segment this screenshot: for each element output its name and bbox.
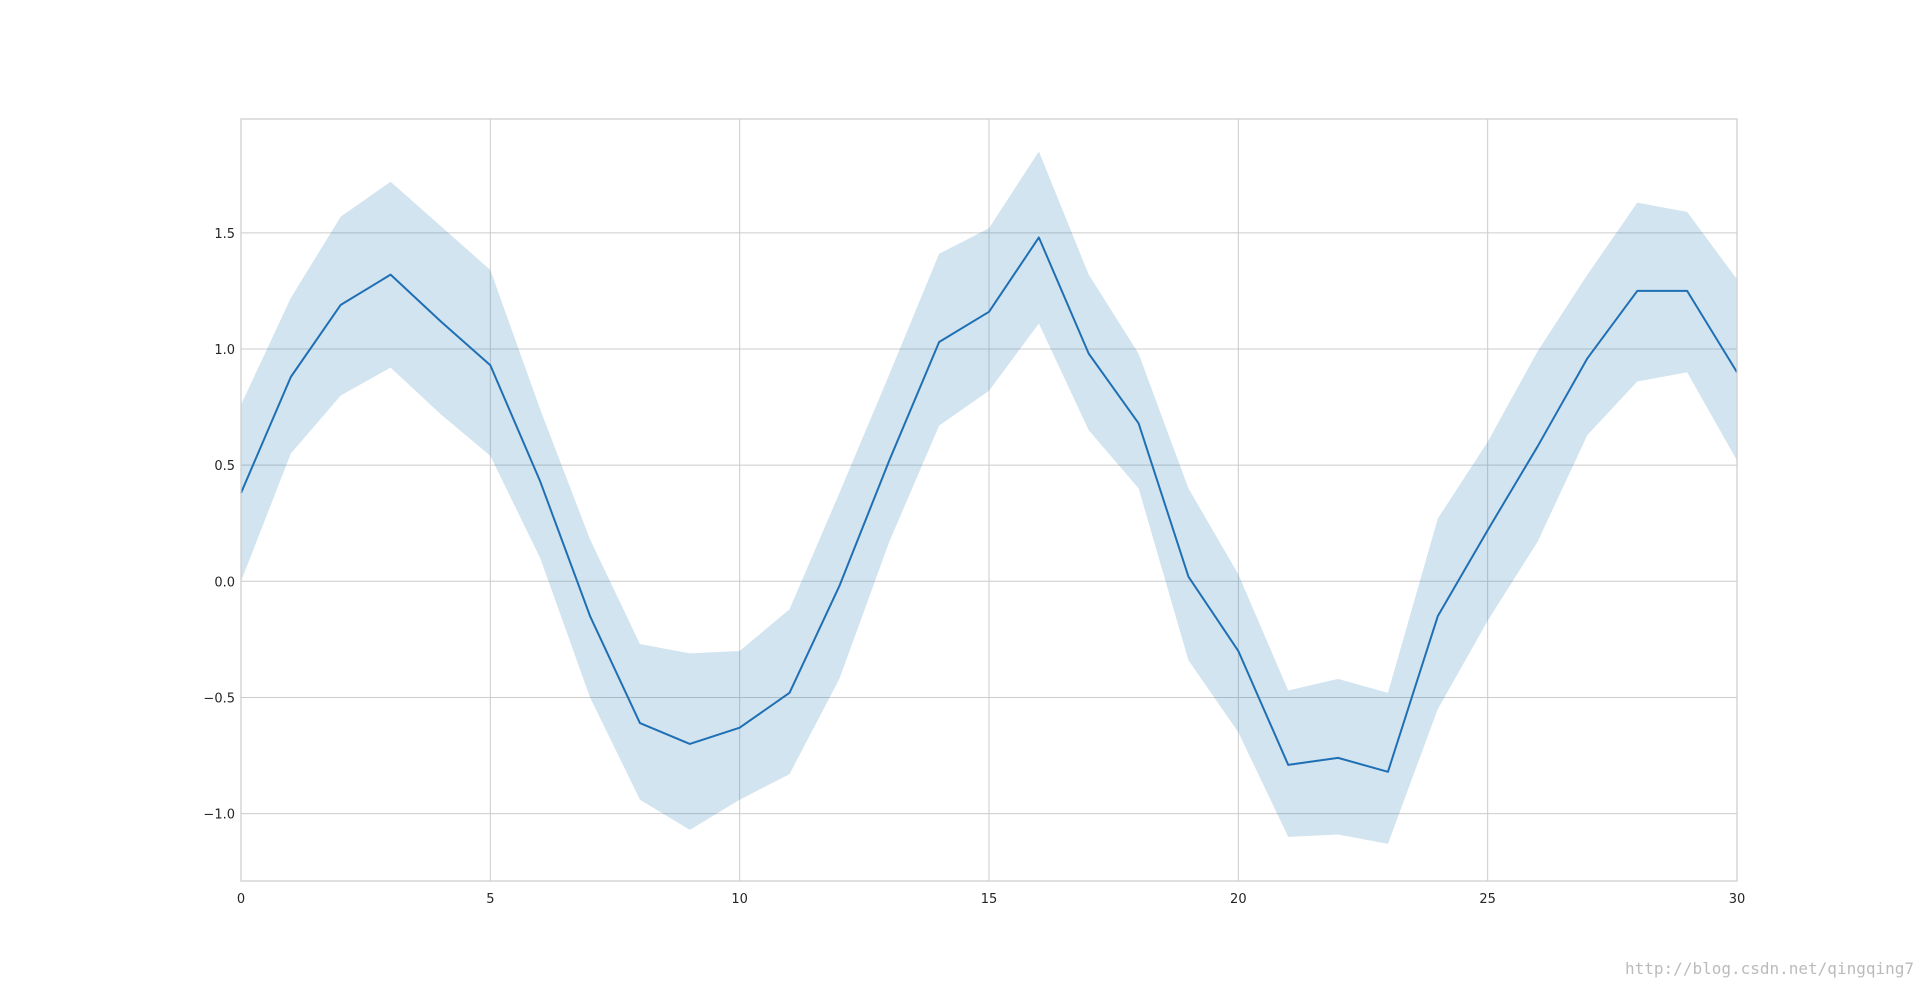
x-tick-label: 15 (981, 892, 998, 907)
x-tick-label: 30 (1729, 892, 1746, 907)
grid (241, 119, 1737, 881)
y-tick-label: −1.0 (203, 808, 235, 823)
x-tick-label: 20 (1230, 892, 1247, 907)
x-tick-label: 0 (237, 892, 245, 907)
x-tick-label: 10 (731, 892, 748, 907)
watermark-text: http://blog.csdn.net/qingqing7 (1625, 959, 1914, 978)
y-axis-ticks: −1.0 −0.5 0.0 0.5 1.0 1.5 (203, 227, 235, 823)
y-tick-label: 1.0 (214, 343, 235, 358)
x-tick-label: 5 (486, 892, 494, 907)
y-tick-label: 0.5 (214, 459, 235, 474)
series-lines (240, 236, 1738, 773)
y-tick-label: 1.5 (214, 227, 235, 242)
plot-border (240, 118, 1738, 882)
x-tick-label: 25 (1479, 892, 1496, 907)
y-tick-label: −0.5 (203, 691, 235, 706)
x-axis-ticks: 0 5 10 15 20 25 30 (237, 892, 1745, 907)
series-line (240, 236, 1738, 773)
y-tick-label: 0.0 (214, 575, 235, 590)
plot-frame (240, 118, 1738, 882)
